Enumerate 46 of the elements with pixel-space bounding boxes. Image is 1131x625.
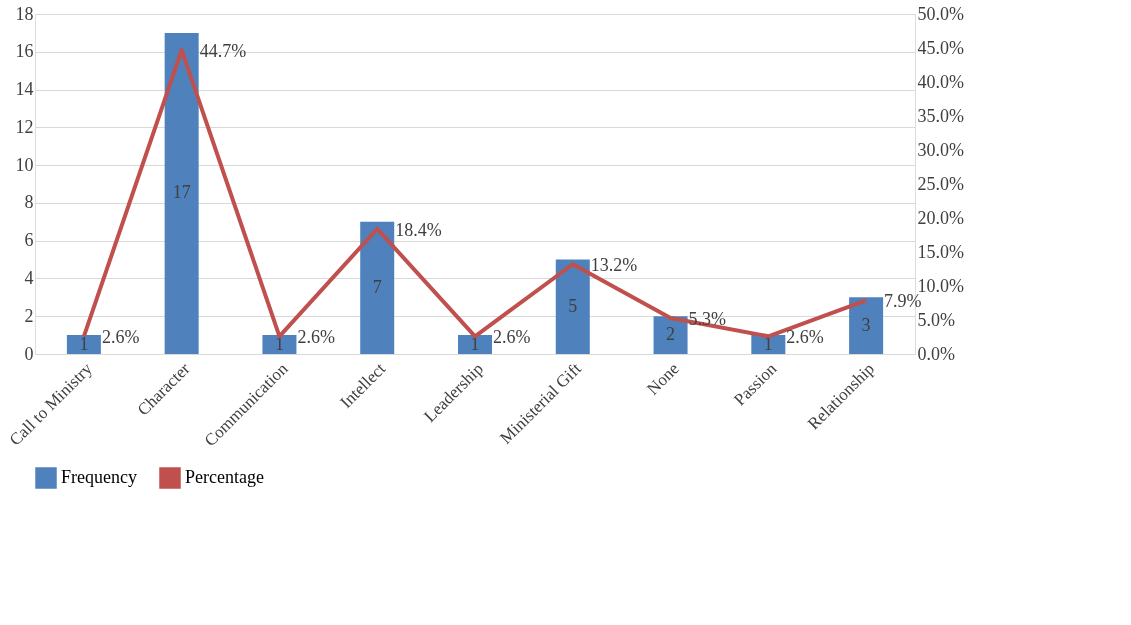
data-label: 2.6% bbox=[493, 327, 531, 348]
data-label: 5 bbox=[568, 295, 578, 316]
y2-tick-label: 0.0% bbox=[917, 343, 955, 364]
y-tick-label: 4 bbox=[24, 267, 34, 288]
data-label: 1 bbox=[274, 333, 284, 354]
bar bbox=[66, 335, 101, 354]
data-label: 2.6% bbox=[101, 327, 140, 348]
y-tick-label: 16 bbox=[15, 41, 34, 62]
data-label: 17 bbox=[172, 182, 191, 203]
y2-tick-label: 25.0% bbox=[917, 173, 964, 194]
y-tick-label: 12 bbox=[15, 116, 34, 137]
bar bbox=[653, 316, 688, 354]
y-tick-label: 6 bbox=[24, 230, 34, 251]
data-label: 7 bbox=[372, 276, 382, 297]
bar bbox=[262, 335, 297, 354]
bar bbox=[360, 221, 395, 354]
data-label: 3 bbox=[861, 314, 871, 335]
data-label: 2.6% bbox=[786, 327, 824, 348]
data-label: 2.6% bbox=[297, 327, 335, 348]
data-label: 18.4% bbox=[395, 219, 442, 240]
y2-tick-label: 50.0% bbox=[917, 3, 964, 24]
data-label: 13.2% bbox=[590, 255, 638, 276]
bar bbox=[458, 335, 492, 354]
data-label: 44.7% bbox=[199, 41, 247, 62]
bar bbox=[164, 32, 199, 354]
legend-label: Frequency bbox=[61, 467, 137, 487]
legend-label: Percentage bbox=[185, 467, 264, 487]
y-tick-label: 10 bbox=[15, 154, 34, 175]
y-tick-label: 8 bbox=[24, 192, 34, 213]
y-tick-label: 18 bbox=[15, 3, 34, 24]
data-label: 5.3% bbox=[688, 308, 727, 329]
data-label: 2 bbox=[666, 324, 676, 345]
bar bbox=[849, 297, 884, 354]
y2-tick-label: 45.0% bbox=[917, 37, 964, 58]
y2-tick-label: 20.0% bbox=[917, 207, 964, 228]
y2-tick-label: 35.0% bbox=[917, 105, 964, 126]
bar bbox=[555, 259, 590, 354]
y-tick-label: 14 bbox=[15, 79, 34, 100]
y-tick-label: 2 bbox=[24, 305, 34, 326]
y2-tick-label: 5.0% bbox=[917, 309, 955, 330]
y2-tick-label: 30.0% bbox=[917, 139, 964, 160]
y-tick-label: 0 bbox=[24, 343, 34, 364]
y2-tick-label: 40.0% bbox=[917, 71, 964, 92]
y2-tick-label: 15.0% bbox=[917, 241, 964, 262]
data-label: 7.9% bbox=[884, 291, 922, 312]
data-label: 1 bbox=[79, 333, 89, 354]
